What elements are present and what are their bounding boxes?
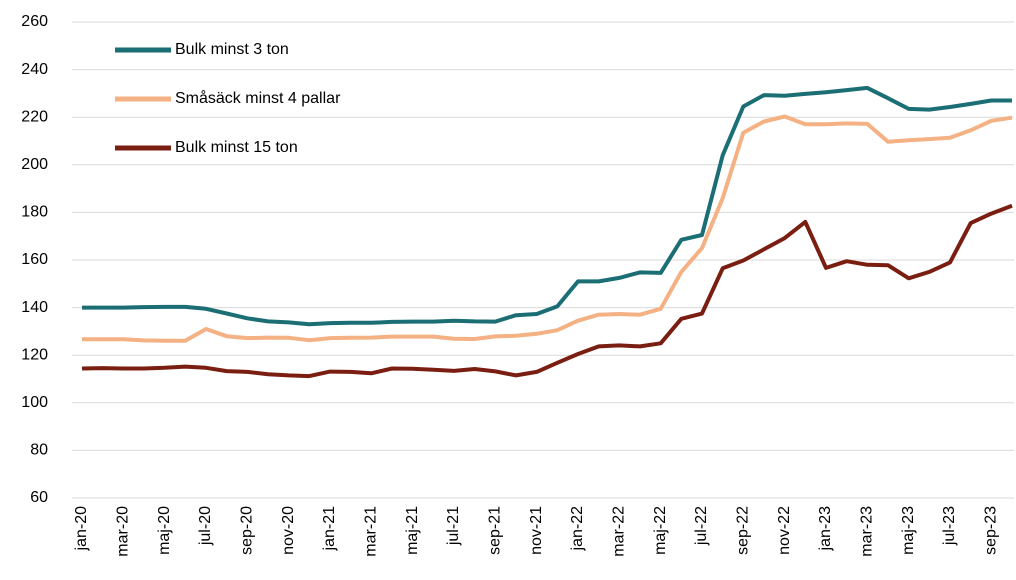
x-tick-label: maj-22 (652, 506, 669, 555)
x-tick-label: mar-21 (363, 506, 380, 557)
series-line (82, 114, 1013, 343)
series-line (81, 203, 1013, 379)
x-tick-label: jul-23 (941, 506, 958, 546)
y-tick-label: 180 (21, 204, 48, 221)
series-line (82, 85, 1012, 327)
x-tick-label: nov-21 (528, 506, 545, 555)
x-tick-label: jan-20 (73, 506, 90, 552)
x-tick-label: sep-23 (983, 506, 1000, 555)
x-tick-label: maj-23 (900, 506, 917, 555)
x-tick-label: nov-22 (776, 506, 793, 555)
x-tick-label: maj-21 (404, 506, 421, 555)
y-tick-label: 100 (21, 394, 48, 411)
x-tick-label: mar-20 (115, 506, 132, 557)
legend-label: Bulk minst 3 ton (175, 41, 289, 58)
x-tick-label: mar-22 (611, 506, 628, 557)
y-tick-label: 80 (30, 442, 48, 459)
y-tick-label: 140 (21, 299, 48, 316)
y-tick-label: 160 (21, 251, 48, 268)
x-tick-label: jan-22 (569, 506, 586, 552)
y-tick-label: 260 (21, 13, 48, 30)
x-tick-label: jul-20 (197, 506, 214, 546)
x-tick-label: nov-20 (280, 506, 297, 555)
x-tick-label: jan-21 (321, 506, 338, 552)
x-tick-label: jan-23 (817, 506, 834, 552)
legend-label: Bulk minst 15 ton (175, 139, 298, 156)
y-tick-label: 200 (21, 156, 48, 173)
y-tick-label: 60 (30, 489, 48, 506)
y-tick-label: 120 (21, 346, 48, 363)
x-tick-label: sep-22 (735, 506, 752, 555)
legend-label: Småsäck minst 4 pallar (175, 89, 341, 107)
x-tick-label: maj-20 (156, 506, 173, 555)
x-tick-label: sep-21 (487, 506, 504, 555)
y-tick-label: 240 (21, 61, 48, 78)
x-tick-label: jul-21 (445, 506, 462, 546)
x-tick-label: jul-22 (693, 506, 710, 546)
x-tick-label: mar-23 (859, 506, 876, 557)
x-tick-label: sep-20 (239, 506, 256, 555)
y-tick-label: 220 (21, 108, 48, 125)
